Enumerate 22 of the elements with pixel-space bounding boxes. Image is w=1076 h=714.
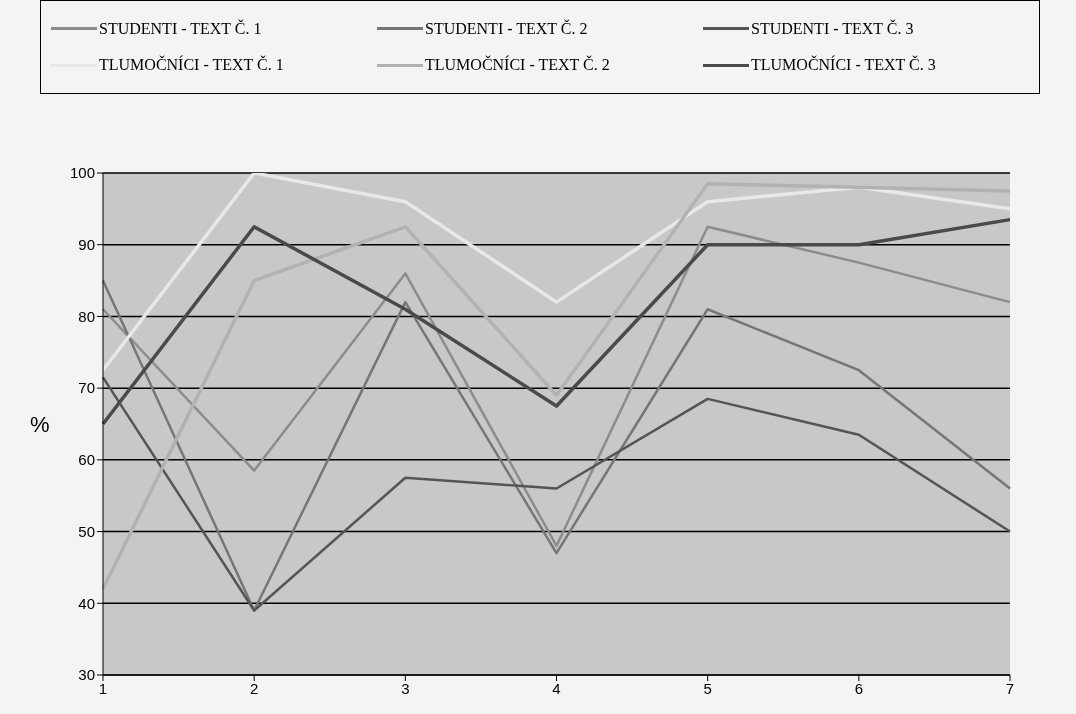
legend-label: STUDENTI - TEXT Č. 3 [751,19,914,38]
y-tick-label: 80 [78,307,95,325]
y-tick-label: 60 [78,451,95,469]
y-tick-label: 30 [78,666,95,684]
x-tick-label: 7 [1005,679,1015,697]
legend-label: TLUMOČNÍCI - TEXT Č. 1 [99,56,284,75]
y-tick-label: 40 [78,594,95,612]
y-tick-label: 100 [69,164,95,182]
y-axis-title: % [30,411,50,437]
x-tick-label: 6 [854,679,864,697]
x-tick-label: 2 [249,679,259,697]
legend-label: TLUMOČNÍCI - TEXT Č. 3 [751,56,936,75]
x-tick-label: 5 [703,679,712,697]
x-tick-label: 1 [98,679,108,697]
x-tick-label: 4 [552,679,561,697]
y-tick-label: 50 [78,522,95,540]
y-tick-label: 70 [78,379,95,397]
legend-label: STUDENTI - TEXT Č. 1 [99,19,262,38]
legend-label: TLUMOČNÍCI - TEXT Č. 2 [425,56,610,75]
x-tick-label: 3 [401,679,410,697]
legend-label: STUDENTI - TEXT Č. 2 [425,19,588,38]
y-tick-label: 90 [78,236,95,254]
